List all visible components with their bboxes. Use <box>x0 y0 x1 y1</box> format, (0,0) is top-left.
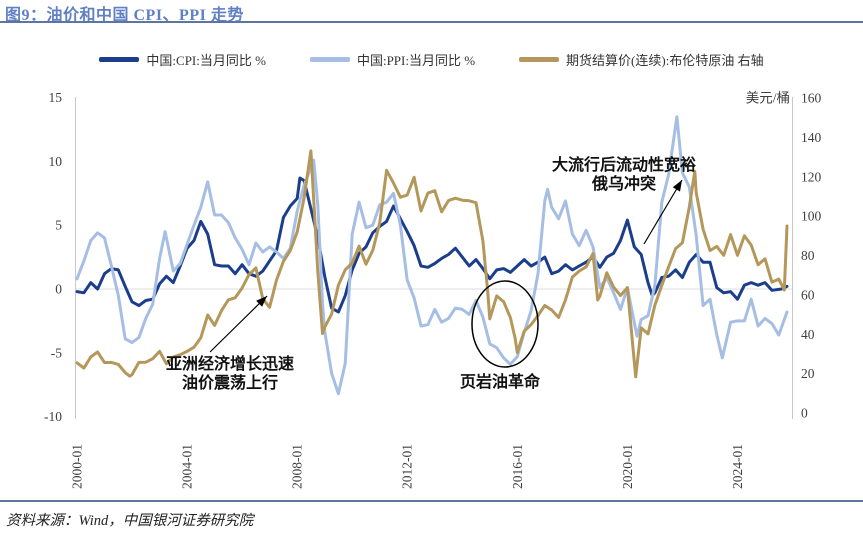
annotation-arrow-asia-growth <box>209 295 268 353</box>
ppi-line-swatch <box>309 57 350 62</box>
right-axis-tick-label: 160 <box>801 91 822 106</box>
left-axis-tick-label: 5 <box>55 218 62 233</box>
annotation-text-pandemic-liquidity: 大流行后流动性宽裕 <box>552 155 696 174</box>
right-axis-tick-label: 140 <box>801 130 822 145</box>
left-axis-tick-label: 15 <box>49 90 63 105</box>
footer-divider <box>0 500 863 502</box>
chart-legend: 中国:CPI:当月同比 % 中国:PPI:当月同比 % 期货结算价(连续):布伦… <box>0 50 863 69</box>
legend-item-cpi: 中国:CPI:当月同比 % <box>99 50 266 69</box>
right-axis-tick-label: 100 <box>801 209 822 224</box>
x-axis-tick-label: 2020-01 <box>620 444 635 489</box>
series-line-ppi <box>75 115 789 396</box>
annotation-arrow-pandemic-liquidity <box>643 179 683 245</box>
series-line-oil <box>75 149 789 379</box>
x-axis-tick-label: 2008-01 <box>290 444 305 489</box>
annotation-arrowhead-pandemic-liquidity <box>672 180 682 192</box>
legend-item-ppi: 中国:PPI:当月同比 % <box>309 50 476 69</box>
x-axis-tick-label: 2024-01 <box>730 444 745 489</box>
left-axis-tick-label: 10 <box>49 154 63 169</box>
title-divider <box>0 21 863 23</box>
x-axis-tick-label: 2004-01 <box>180 444 195 489</box>
legend-item-oil: 期货结算价(连续):布伦特原油 右轴 <box>519 50 764 69</box>
annotation-text-shale-revolution: 页岩油革命 <box>460 372 541 391</box>
left-axis-tick-label: -5 <box>51 345 62 360</box>
legend-label-cpi: 中国:CPI:当月同比 % <box>146 53 266 68</box>
legend-label-oil: 期货结算价(连续):布伦特原油 右轴 <box>566 53 764 68</box>
annotation-text-asia-growth: 油价震荡上行 <box>182 373 278 392</box>
right-axis-tick-label: 20 <box>801 366 815 381</box>
right-axis-tick-label: 60 <box>801 287 815 302</box>
x-axis-tick-label: 2016-01 <box>510 444 525 489</box>
figure-title: 图9：油价和中国 CPI、PPI 走势 <box>5 7 244 24</box>
right-axis-unit-label: 美元/桶 <box>746 91 790 106</box>
right-axis-tick-label: 80 <box>801 248 815 263</box>
annotation-text-asia-growth: 亚洲经济增长迅速 <box>166 354 294 373</box>
right-axis-tick-label: 120 <box>801 169 822 184</box>
oil-line-swatch <box>519 57 560 62</box>
source-note: 资料来源：Wind，中国银河证券研究院 <box>6 513 254 529</box>
x-axis-tick-label: 2012-01 <box>400 444 415 489</box>
x-axis-tick-label: 2000-01 <box>70 444 85 489</box>
annotation-text-pandemic-liquidity: 俄乌冲突 <box>591 174 656 193</box>
legend-label-ppi: 中国:PPI:当月同比 % <box>356 53 476 68</box>
left-axis-tick-label: -10 <box>44 409 62 424</box>
annotation-ellipse-shale-revolution <box>471 280 539 368</box>
cpi-line-swatch <box>99 57 140 62</box>
left-axis-tick-label: 0 <box>55 282 62 297</box>
right-axis-tick-label: 0 <box>801 406 808 421</box>
right-axis-tick-label: 40 <box>801 327 815 342</box>
annotation-arrowhead-asia-growth <box>256 296 267 307</box>
